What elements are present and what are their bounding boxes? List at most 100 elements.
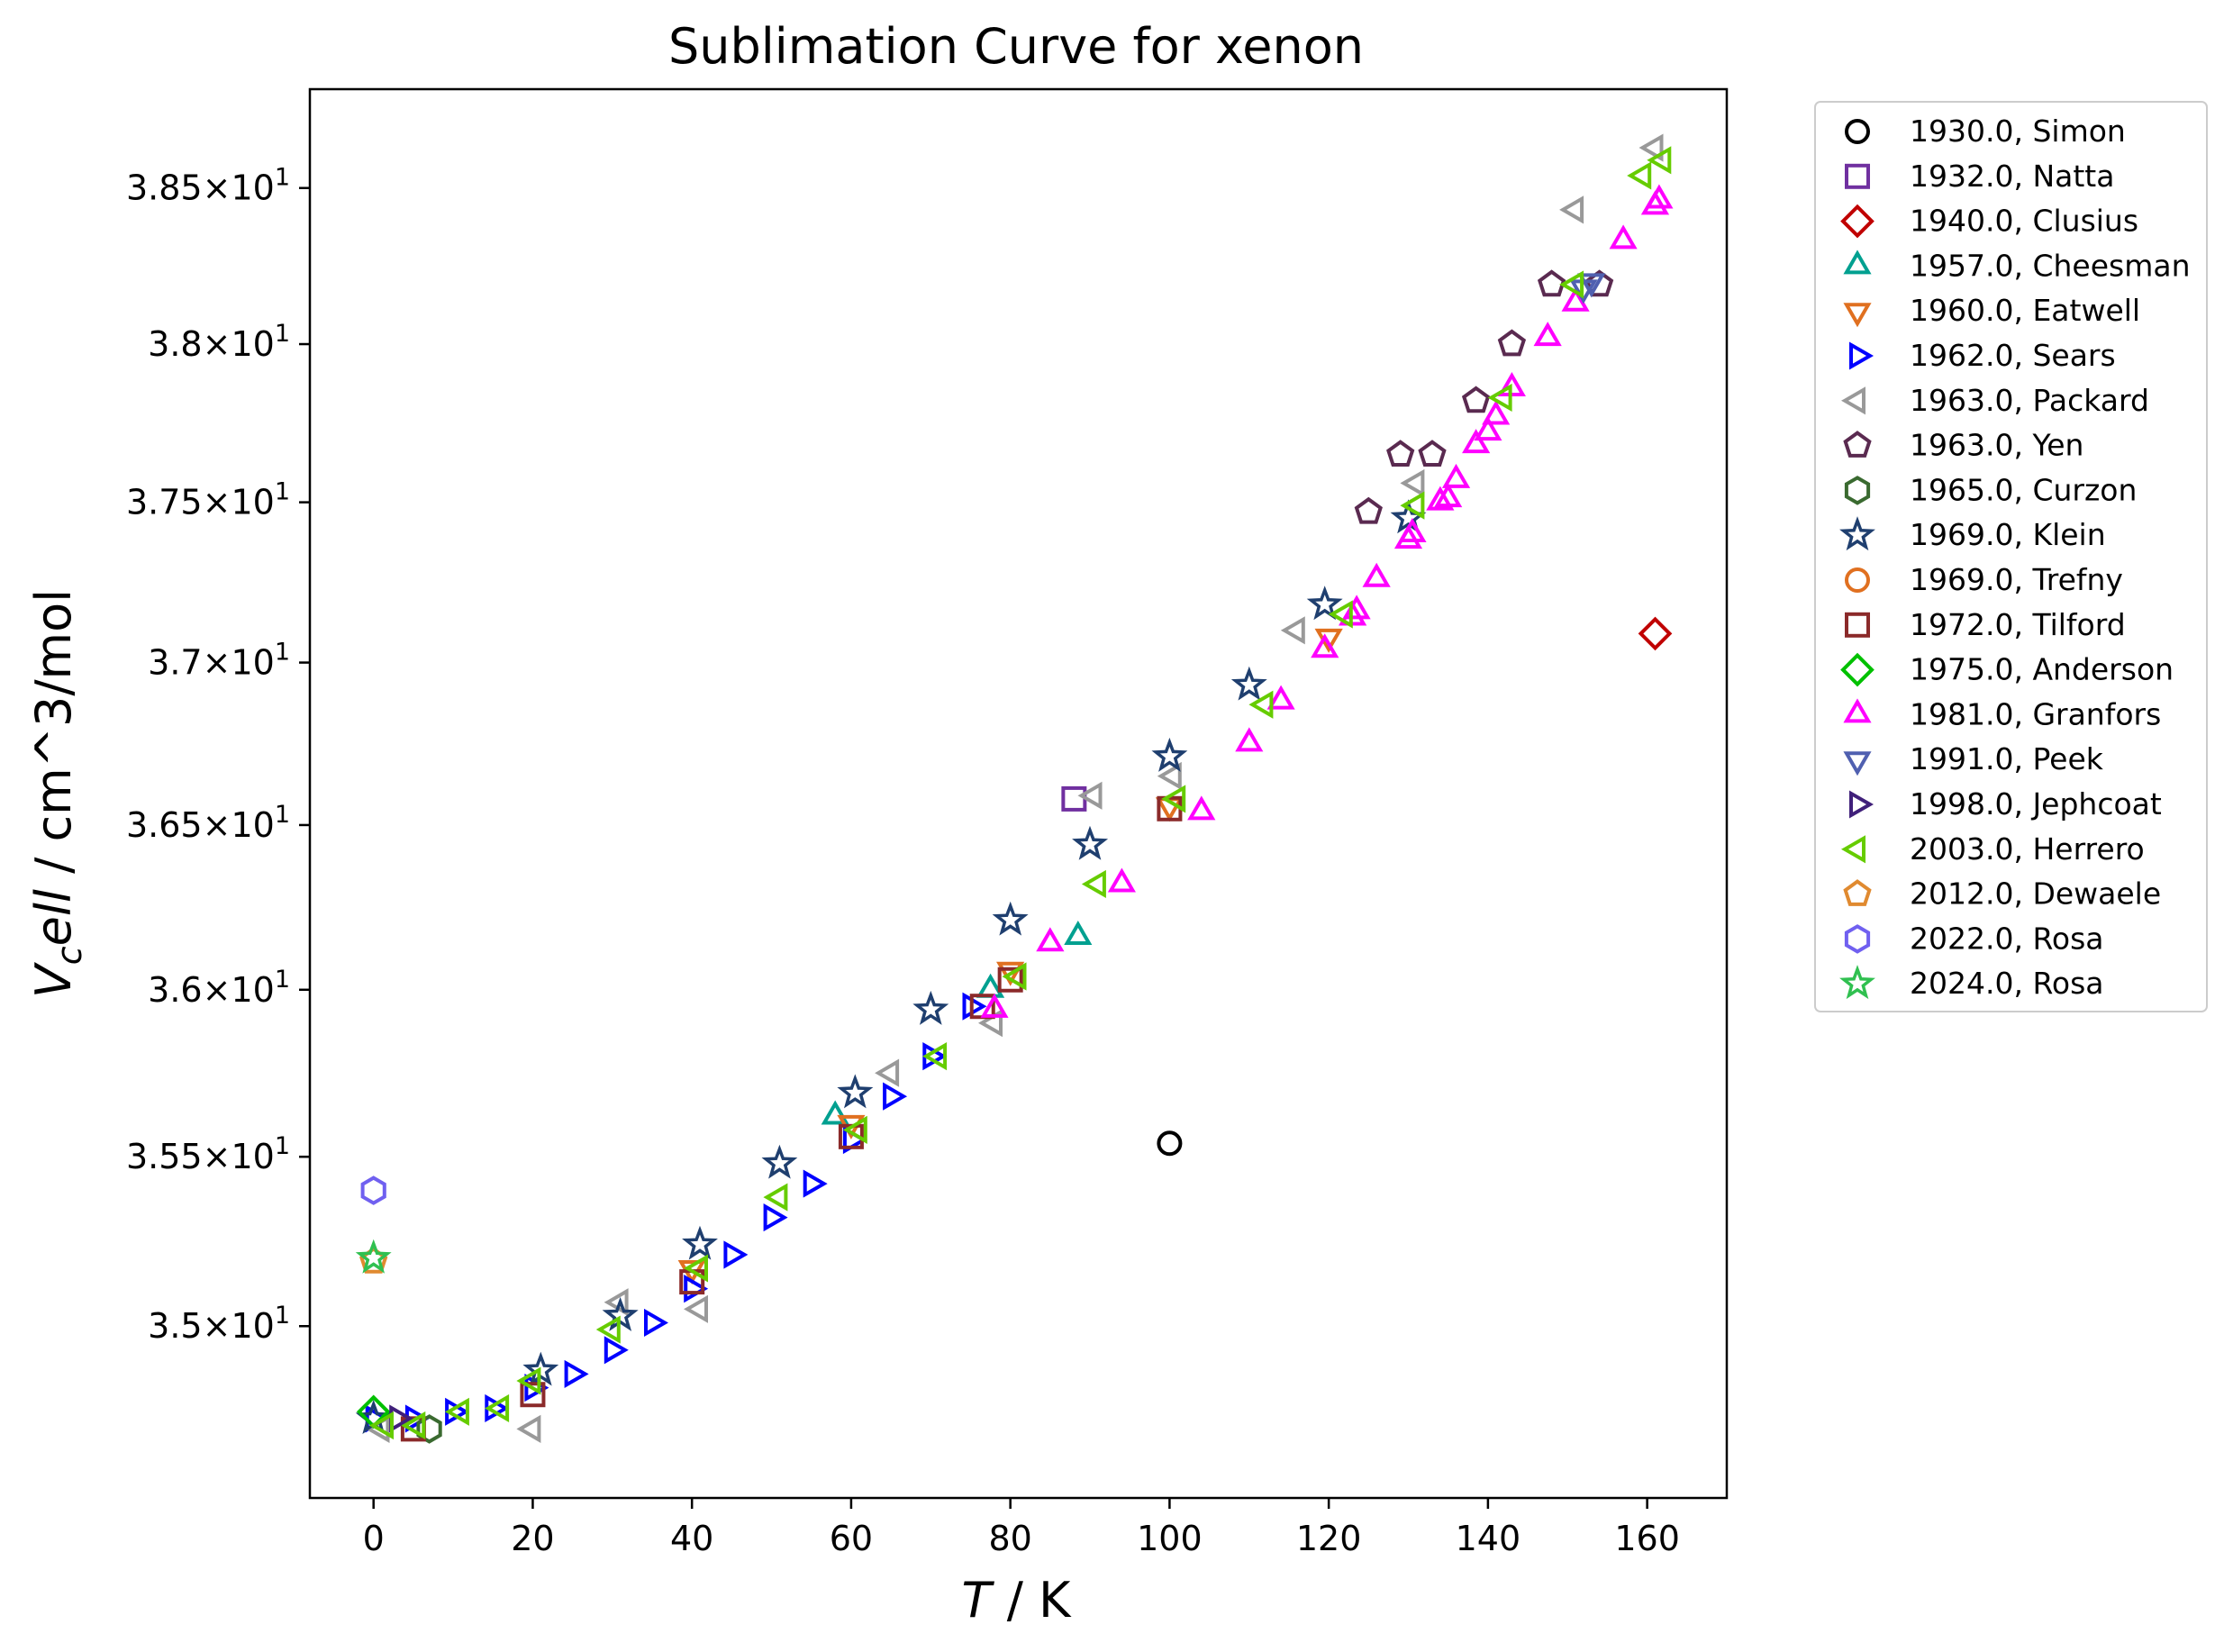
data-point: [1072, 825, 1109, 860]
legend-entry: 1981.0, Granfors: [1910, 696, 2161, 731]
data-point: [1638, 616, 1673, 651]
data-point: [1386, 440, 1415, 467]
data-point: [683, 1294, 708, 1323]
legend-marker: [1843, 250, 1872, 275]
y-tick-label: 3.8×101: [148, 320, 290, 364]
legend-entry: 1960.0, Eatwell: [1910, 293, 2140, 328]
data-point: [842, 1115, 867, 1144]
data-point: [1559, 270, 1584, 299]
data-point: [1400, 491, 1425, 520]
data-point: [1561, 286, 1590, 312]
y-tick-label: 3.55×101: [126, 1132, 290, 1176]
y-tick-label: 3.85×101: [126, 164, 290, 208]
legend-entry: 1930.0, Simon: [1910, 113, 2126, 149]
legend-marker: [1843, 879, 1872, 906]
data-markers: [355, 133, 1674, 1444]
legend-marker: [1840, 386, 1865, 415]
legend-marker: [1849, 790, 1875, 819]
legend-marker: [1840, 835, 1865, 864]
legend-marker: [1845, 612, 1870, 638]
data-point: [1609, 224, 1638, 250]
data-point: [912, 990, 949, 1025]
data-point: [723, 1240, 749, 1269]
chart-title: Sublimation Curve for xenon: [668, 18, 1364, 75]
data-point: [1362, 562, 1391, 587]
legend-entry: 1969.0, Klein: [1910, 517, 2106, 552]
legend-marker: [1849, 341, 1875, 370]
data-point: [1497, 329, 1527, 357]
data-point: [1280, 616, 1305, 645]
data-point: [1482, 400, 1511, 425]
data-point: [1064, 920, 1093, 945]
legend-entry: 1965.0, Curzon: [1910, 472, 2137, 507]
data-point: [1081, 869, 1106, 899]
data-point: [922, 1042, 948, 1071]
y-axis-label: Vcell / cm^3/mol: [25, 589, 89, 998]
data-point: [1398, 518, 1427, 542]
legend-entry: 1963.0, Yen: [1910, 428, 2083, 463]
data-point: [992, 901, 1029, 936]
data-point: [1230, 666, 1267, 701]
legend-entry: 2003.0, Herrero: [1910, 831, 2145, 867]
y-tick-label: 3.7×101: [148, 639, 290, 683]
legend-entry: 1975.0, Anderson: [1910, 652, 2174, 687]
data-point: [516, 1414, 541, 1443]
data-point: [997, 967, 1023, 993]
data-point: [683, 1254, 708, 1283]
legend-marker: [1840, 652, 1875, 687]
data-point: [962, 992, 987, 1021]
x-axis-label: T / K: [962, 1572, 1073, 1629]
data-point: [1151, 737, 1188, 772]
data-point: [1462, 429, 1491, 454]
data-point: [1187, 795, 1216, 821]
legend-entry: 2024.0, Rosa: [1910, 966, 2104, 1001]
data-point: [1235, 727, 1264, 752]
plot-area: [308, 87, 1729, 1500]
x-tick-label: 20: [511, 1519, 554, 1558]
data-point: [1647, 146, 1672, 175]
data-point: [1645, 184, 1674, 209]
legend-marker: [1840, 204, 1875, 239]
data-point: [996, 961, 1025, 986]
data-point: [1533, 322, 1562, 347]
data-point: [1400, 468, 1425, 497]
legend-entry: 1998.0, Jephcoat: [1910, 786, 2162, 821]
legend-marker: [1843, 431, 1872, 458]
data-point: [763, 1183, 788, 1212]
legend-entry: 1969.0, Trefny: [1910, 562, 2123, 597]
legend-entry: 1972.0, Tilford: [1910, 607, 2126, 642]
data-point: [883, 1082, 908, 1111]
data-point: [1418, 440, 1447, 467]
legend-entry: 2012.0, Dewaele: [1910, 876, 2161, 912]
data-point: [1311, 633, 1339, 658]
data-point: [1036, 927, 1065, 952]
legend-entry: 1962.0, Sears: [1910, 338, 2116, 373]
y-tick-label: 3.6×101: [148, 966, 290, 1010]
legend: 1930.0, Simon 1932.0, Natta 1940.0, Clusiu…: [1814, 101, 2208, 1012]
data-point: [1577, 273, 1606, 298]
data-point: [444, 1397, 469, 1426]
data-point: [369, 1411, 394, 1440]
data-point: [1461, 386, 1491, 413]
data-point: [520, 1382, 546, 1408]
data-point: [1426, 486, 1455, 511]
data-point: [803, 1169, 828, 1198]
data-point: [1434, 483, 1463, 508]
data-point: [1474, 416, 1502, 441]
x-tick-label: 120: [1296, 1519, 1362, 1558]
data-point: [1306, 585, 1343, 621]
data-point: [1107, 867, 1136, 893]
data-point: [1328, 600, 1353, 629]
legend-entry: 1932.0, Natta: [1910, 159, 2114, 194]
data-point: [1157, 1130, 1183, 1157]
data-point: [761, 1144, 798, 1179]
data-point: [1002, 962, 1027, 991]
data-point: [837, 1074, 874, 1109]
data-point: [355, 1239, 392, 1274]
legend-entry: 1957.0, Cheesman: [1910, 248, 2191, 283]
x-tick-label: 80: [988, 1519, 1031, 1558]
data-point: [595, 1315, 621, 1344]
x-tick-label: 60: [830, 1519, 873, 1558]
data-point: [821, 1100, 849, 1125]
